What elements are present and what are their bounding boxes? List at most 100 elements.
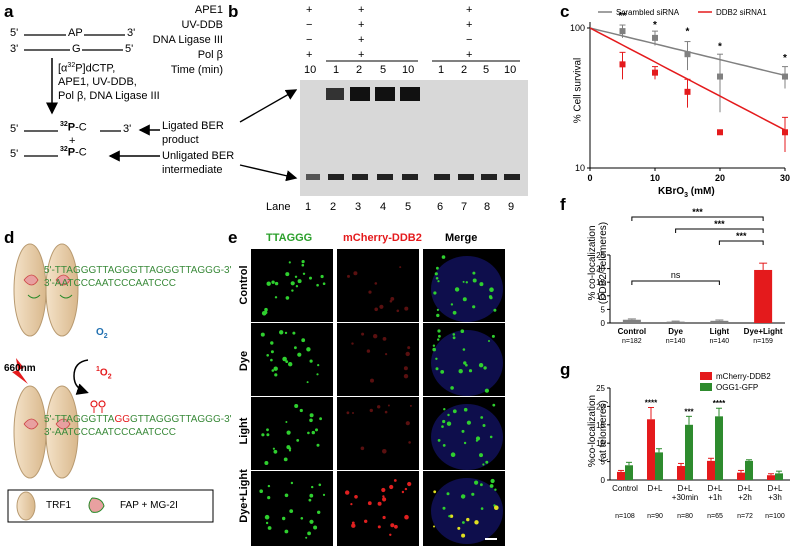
telomere-focus bbox=[478, 363, 484, 368]
telomere-focus bbox=[274, 281, 279, 286]
f-ytick-label: 10 bbox=[596, 292, 605, 301]
telomere-focus bbox=[390, 523, 395, 528]
telomere-focus bbox=[436, 313, 440, 318]
telomere-focus bbox=[379, 304, 384, 309]
telomere-focus bbox=[361, 332, 365, 336]
telomere-focus bbox=[259, 489, 263, 493]
time-5: 10 bbox=[402, 64, 415, 76]
uvddb-g2: + bbox=[358, 19, 365, 31]
telomere-focus bbox=[479, 453, 483, 458]
time-3: 2 bbox=[356, 64, 363, 76]
unligated-label-1: Unligated BER bbox=[162, 150, 235, 162]
g-n-label: n=108 bbox=[615, 513, 635, 520]
telomere-focus bbox=[295, 285, 299, 288]
micrograph-image bbox=[260, 330, 320, 384]
telomere-focus bbox=[353, 271, 358, 276]
legend-fap: FAP + MG-2I bbox=[120, 500, 178, 511]
g-category-label: D+L bbox=[768, 484, 783, 493]
telomere-focus bbox=[382, 515, 386, 520]
telomere-focus bbox=[404, 487, 408, 491]
telomere-focus bbox=[317, 510, 321, 514]
g-base: G bbox=[72, 43, 81, 55]
lane-1: 1 bbox=[305, 201, 312, 213]
telomere-focus bbox=[404, 306, 409, 311]
colocalization-chart: 0 5 10 15 20 25 Control n=182 Dye n=140 Light n=140… bbox=[596, 207, 785, 345]
telomere-focus bbox=[493, 308, 497, 312]
telomere-focus bbox=[432, 344, 436, 347]
telomere-focus bbox=[346, 411, 350, 415]
telomere-focus bbox=[347, 274, 350, 278]
c-data-point bbox=[782, 129, 788, 136]
micrograph bbox=[336, 248, 420, 325]
bot-5prime: 5' bbox=[125, 43, 134, 55]
telomere-focus bbox=[408, 441, 411, 444]
telomere-focus bbox=[309, 359, 313, 363]
telomere-focus bbox=[475, 436, 481, 441]
telomere-focus bbox=[288, 362, 293, 367]
telomere-focus bbox=[300, 517, 304, 520]
g-ytick-label: 25 bbox=[596, 384, 605, 393]
telomere-focus bbox=[299, 408, 303, 413]
reagent-2: APE1, UV-DDB, bbox=[58, 76, 137, 88]
telomere-focus bbox=[475, 439, 478, 442]
g-significance-stars: *** bbox=[684, 407, 694, 416]
telomere-focus bbox=[463, 441, 467, 445]
g-category-label: Control bbox=[612, 484, 638, 493]
f-bracket-label: *** bbox=[692, 207, 703, 217]
telomere-focus bbox=[474, 520, 479, 525]
telomere-focus bbox=[433, 291, 437, 295]
ligated-label-1: Ligated BER bbox=[162, 120, 224, 132]
g-category-sublabel: +3h bbox=[768, 493, 782, 502]
telomere-focus bbox=[440, 370, 445, 374]
bot-3prime: 3' bbox=[10, 43, 19, 55]
micrograph bbox=[336, 470, 420, 547]
micrograph-image bbox=[261, 260, 326, 316]
telomere-focus bbox=[351, 342, 354, 345]
telomere-focus bbox=[286, 430, 291, 435]
micrograph bbox=[422, 248, 506, 325]
telomere-focus bbox=[450, 452, 456, 457]
telomere-focus bbox=[322, 493, 326, 496]
f-ytick-label: 15 bbox=[596, 278, 605, 287]
g-n-label: n=72 bbox=[737, 513, 753, 520]
g-bar bbox=[745, 460, 753, 480]
telomere-focus bbox=[284, 331, 288, 335]
micrograph-image bbox=[347, 266, 409, 313]
micrograph-image bbox=[345, 479, 412, 536]
telomere-focus bbox=[449, 514, 454, 518]
telomere-focus bbox=[490, 478, 495, 484]
nucleus bbox=[431, 330, 503, 396]
telomere-focus bbox=[405, 421, 410, 426]
telomere-focus bbox=[485, 460, 489, 464]
g-ytick-label: 15 bbox=[596, 421, 605, 430]
telomere-focus bbox=[285, 421, 288, 423]
f-ytick-label: 25 bbox=[596, 251, 605, 260]
g-bar bbox=[767, 475, 775, 480]
telomere-focus bbox=[409, 404, 412, 407]
telomere-focus bbox=[479, 282, 484, 287]
c-data-point bbox=[619, 28, 626, 35]
g-legend-swatch bbox=[700, 372, 712, 380]
polb-g3: + bbox=[466, 49, 473, 61]
c-legend-label: Scrambled siRNA bbox=[616, 8, 680, 17]
g-legend-label: mCherry-DDB2 bbox=[716, 372, 771, 381]
f-bracket bbox=[675, 228, 764, 233]
telomere-focus bbox=[446, 421, 452, 426]
telomere-focus bbox=[294, 346, 297, 350]
telomere-focus bbox=[389, 484, 394, 490]
telomere-focus bbox=[482, 463, 485, 466]
telomere-focus bbox=[432, 347, 436, 352]
row-label-polb: Pol β bbox=[197, 49, 223, 61]
c-significance-stars: * bbox=[653, 20, 657, 31]
prod1-label: 32P-C bbox=[60, 121, 87, 134]
telomere-focus bbox=[401, 490, 405, 494]
telomere-focus bbox=[317, 364, 320, 367]
nucleus bbox=[431, 404, 503, 470]
g-bar bbox=[707, 460, 715, 480]
c-xlabel: KBrO3 (mM) bbox=[658, 186, 715, 199]
telomere-focus bbox=[297, 352, 302, 357]
panel-a-lines bbox=[24, 34, 298, 182]
telomere-focus bbox=[273, 366, 278, 371]
c-data-point bbox=[652, 34, 658, 41]
